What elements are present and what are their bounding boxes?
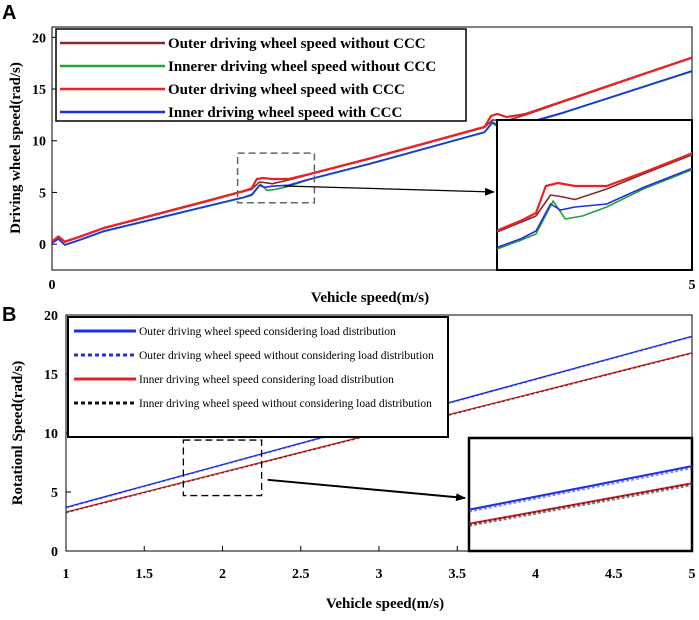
panel-b-x-tick-label: 4.5	[605, 567, 623, 582]
panel-b-x-tick-label: 1	[63, 567, 70, 582]
panel-a-y-tick-label: 15	[32, 83, 46, 98]
panel-b-y-tick-label: 0	[51, 545, 58, 560]
panel-b-legend-label: Outer driving wheel speed without consid…	[139, 350, 434, 362]
panel-b-y-tick-label: 15	[44, 368, 58, 383]
panel-a-label: A	[2, 2, 16, 24]
panel-b-y-ticks: 0 5 10 15 20	[44, 309, 71, 560]
panel-a-legend-items: Outer driving wheel speed without CCC Inn…	[60, 36, 436, 121]
panel-a-inset-line-outer-driving-wheel-speed-without-ccc	[497, 153, 692, 233]
panel-b-x-tick-label: 2	[219, 567, 226, 582]
panel-b-inset-line-inner-driving-wheel-speed-without-considering-load-distribution	[469, 482, 692, 527]
panel-b-y-axis-title: Rotationl Speed(rad/s)	[10, 361, 26, 506]
panel-b-x-tick-label: 1.5	[136, 567, 154, 582]
panel-a-legend-label: Inner driving wheel speed with CCC	[168, 105, 402, 121]
panel-a-x-axis-title: Vehicle speed(m/s)	[311, 290, 429, 306]
panel-b-zoom-arrow	[267, 478, 466, 502]
panel-b-x-tick-label: 2.5	[292, 567, 310, 582]
panel-a-y-tick-label: 0	[39, 238, 46, 253]
panel-b-y-tick-label: 20	[44, 309, 58, 324]
panel-b-legend	[67, 316, 449, 438]
panel-b-legend-label: Outer driving wheel speed considering lo…	[139, 326, 396, 338]
panel-b-legend-label: Inner driving wheel speed considering lo…	[139, 374, 394, 386]
panel-a-y-axis-title: Driving wheel speed(rad/s)	[8, 62, 24, 234]
panel-a-y-tick-label: 5	[39, 186, 46, 201]
panel-a-y-tick-label: 20	[32, 31, 46, 46]
panel-a-x-tick-label: 0	[49, 278, 56, 293]
panel-a-x-tick-label: 5	[689, 278, 696, 293]
panel-a-line-outer-driving-wheel-speed-with-ccc	[52, 56, 692, 243]
panel-a-inset-frame	[496, 119, 693, 271]
panel-b-y-tick-label: 5	[51, 486, 58, 501]
panel-a-inset-line-outer-driving-wheel-speed-with-ccc	[497, 152, 692, 232]
panel-b-x-tick-label: 5	[689, 567, 696, 582]
panel-b-legend-items: Outer driving wheel speed considering lo…	[74, 326, 434, 410]
panel-b-inset-line-outer-driving-wheel-speed-without-considering-load-distribution	[469, 465, 692, 513]
panel-b-inset-line-outer-driving-wheel-speed-considering-load-distribution	[469, 465, 692, 511]
panel-b-line-outer-driving-wheel-speed-without-considering-load-distribution	[66, 336, 692, 509]
panel-a-zoom-arrow	[284, 185, 495, 196]
panel-b-x-axis-title: Vehicle speed(m/s)	[326, 596, 444, 612]
panel-a-legend-label: Outer driving wheel speed with CCC	[168, 82, 405, 98]
panel-a-y-ticks: 0 5 10 15 20	[32, 31, 57, 253]
panel-b-legend-label: Inner driving wheel speed without consid…	[139, 398, 432, 410]
panel-b-inset-frame	[467, 436, 694, 553]
panel-b-inset-series	[469, 465, 692, 527]
panel-b-x-tick-label: 4	[532, 567, 539, 582]
panel-b-y-tick-label: 10	[44, 427, 58, 442]
panel-b-x-ticks: 1 1.5 2 2.5 3 3.5 4 4.5 5	[63, 546, 696, 582]
panel-a-y-tick-label: 10	[32, 135, 46, 150]
panel-a-legend-label: Innerer driving wheel speed without CCC	[168, 59, 436, 75]
panel-a-legend	[55, 28, 467, 122]
panel-a-zoom-source-box	[236, 152, 316, 204]
panel-b-zoom-source-box	[182, 439, 263, 497]
panel-a-inset-series	[497, 152, 692, 250]
panel-a-inset-line-innerer-driving-wheel-speed-without-ccc	[497, 168, 692, 250]
panel-b-label: B	[2, 304, 16, 326]
panel-a-inset-line-inner-driving-wheel-speed-with-ccc	[497, 167, 692, 249]
panel-b-x-tick-label: 3.5	[449, 567, 467, 582]
panel-b-x-tick-label: 3	[376, 567, 383, 582]
panel-a-legend-label: Outer driving wheel speed without CCC	[168, 36, 426, 52]
